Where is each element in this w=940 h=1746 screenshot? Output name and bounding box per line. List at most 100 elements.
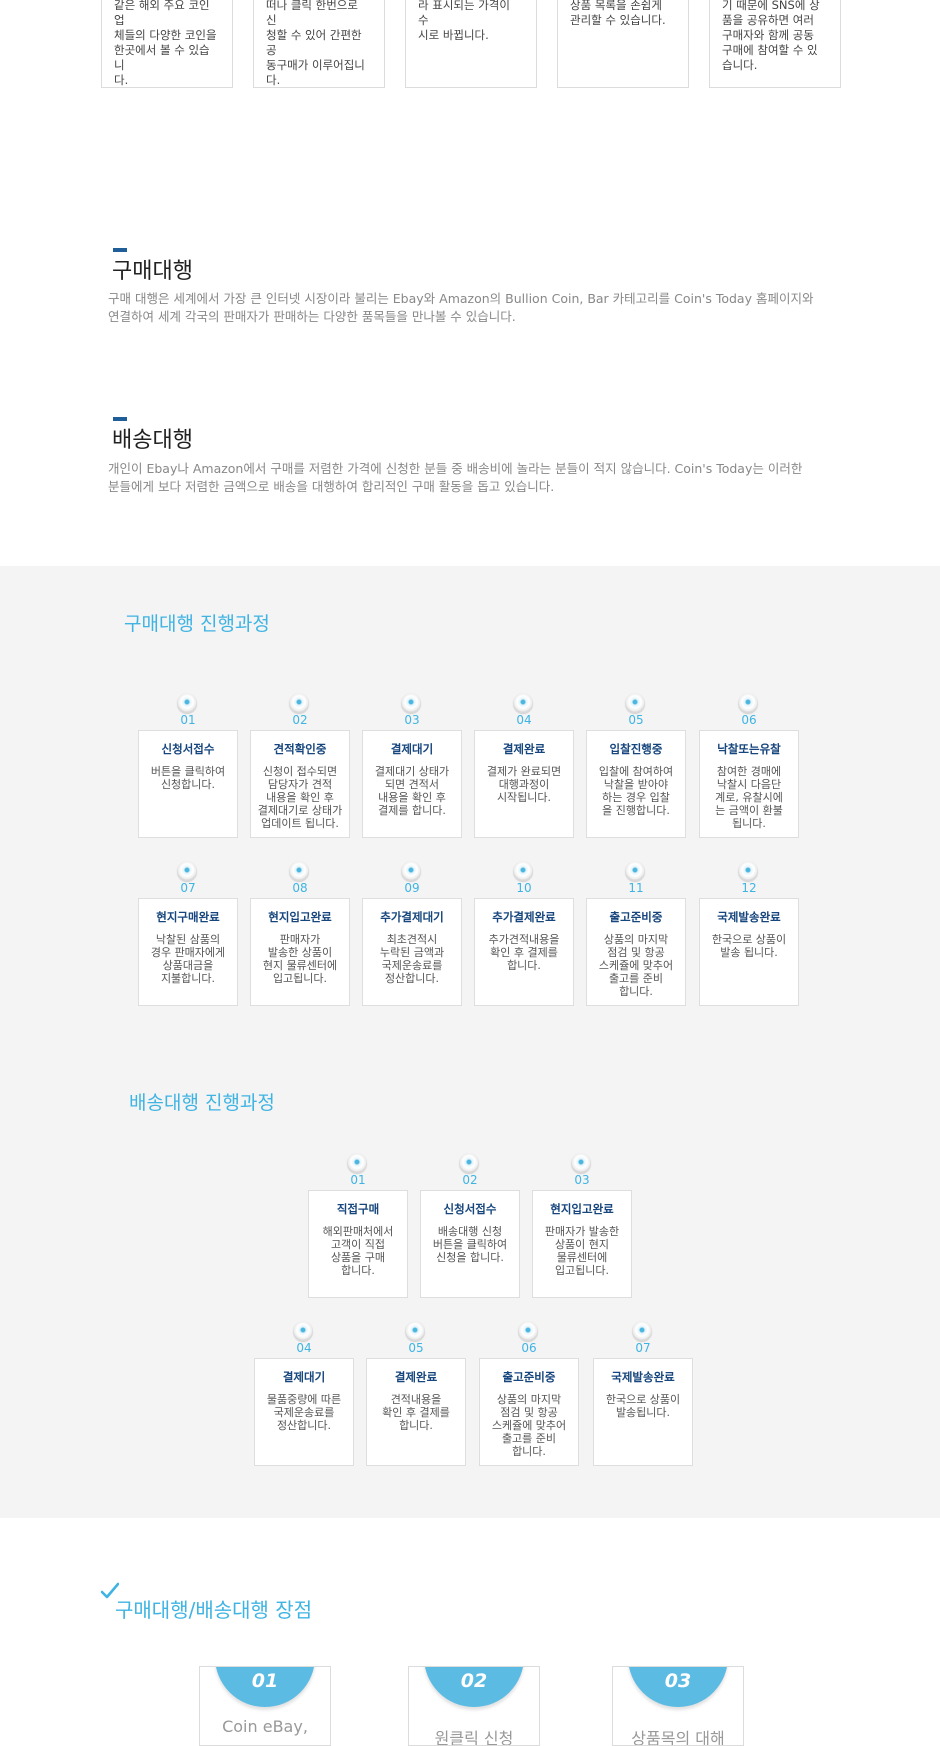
step-marker-icon	[401, 693, 421, 713]
step-title: 현지구매완료	[156, 910, 220, 924]
step-marker-icon	[347, 1153, 367, 1173]
step-description-line: 업데이트 됩니다.	[261, 817, 339, 830]
step-description-line: 됩니다.	[732, 817, 766, 830]
step-description-line: 출고를 준비	[608, 972, 664, 985]
step-description: 최초견적시 누락된 금액과 국제운송료를 정산합니다.	[369, 933, 455, 985]
advantage-number: 03	[664, 1670, 692, 1692]
step-card: 입찰진행중 입찰에 참여하여 낙찰을 받아야 하는 경우 입찰 을 진행합니다.	[586, 730, 686, 838]
feature-card: 라 표시되는 가격이 수 시로 바뀝니다.	[405, 0, 537, 88]
step-description-line: 는 금액이 환불	[715, 804, 783, 817]
step-number: 07	[635, 1341, 651, 1355]
feature-card-text-line: 구매자와 함께 공동	[722, 28, 814, 42]
step-description-line: 시작됩니다.	[496, 791, 552, 804]
step-description-line: 결제가 완료되면	[486, 765, 562, 778]
checkmark-icon	[101, 1582, 119, 1599]
step-description-line: 상품의 마지막	[496, 1393, 562, 1406]
step-description-line: 버튼을 클릭하여	[432, 1238, 508, 1251]
step-description-line: 내용을 확인 후	[266, 791, 334, 804]
step-description: 판매자가 발송한 상품이 현지 물류센터에 입고됩니다.	[257, 933, 343, 985]
step-number: 07	[180, 881, 196, 895]
step-description-line: 상품대금을	[162, 959, 214, 972]
purchase-agency-title: 구매대행	[112, 259, 193, 284]
step-card: 결제대기 결제대기 상태가 되면 견적서 내용을 확인 후 결제를 합니다.	[362, 730, 462, 838]
step-title: 결제완료	[394, 1370, 438, 1384]
step-description-line: 상품의 마지막	[603, 933, 669, 946]
step-description-line: 한국으로 상품이	[605, 1393, 681, 1406]
process-section-background	[0, 566, 940, 1518]
step-title: 신청서접수	[161, 742, 215, 756]
advantage-card: 02 원클릭 신청	[408, 1666, 540, 1746]
step-marker-icon	[518, 1321, 538, 1341]
step-description: 낙찰된 삼품의 경우 판매자에게 상품대금을 지불합니다.	[145, 933, 231, 985]
advantage-number-badge: 02	[424, 1667, 524, 1707]
feature-card-text-line: 청할 수 있어 간편한 공	[266, 28, 362, 57]
step-description-line: 버튼을 클릭하여	[150, 765, 226, 778]
step-title: 견적확인중	[273, 742, 327, 756]
step-description: 신청이 접수되면 담당자가 견적 내용을 확인 후 결제대기로 상태가 업데이트 됩니다…	[257, 765, 343, 830]
feature-card-text-line: 기 때문에 SNS에 상	[722, 0, 820, 12]
step-description-line: 점검 및 항공	[500, 1406, 558, 1419]
step-description-line: 최초견적시	[386, 933, 438, 946]
step-description-line: 발송한 상품이	[267, 946, 333, 959]
section-accent-bar	[113, 248, 127, 252]
step-marker-icon	[513, 861, 533, 881]
step-description-line: 한국으로 상품이	[711, 933, 787, 946]
step-description-line: 고객이 직접	[330, 1238, 386, 1251]
step-description-line: 정산합니다.	[276, 1419, 332, 1432]
feature-card-text-line: 시로 바뀝니다.	[418, 28, 489, 42]
step-description-line: 입찰에 참여하여	[598, 765, 674, 778]
step-marker-icon	[177, 861, 197, 881]
step-description-line: 물류센터에	[556, 1251, 608, 1264]
purchase-agency-description: 구매 대행은 세계에서 가장 큰 인터넷 시장이라 불리는 Ebay와 Amaz…	[108, 291, 814, 324]
feature-card-text-line: 라 표시되는 가격이 수	[418, 0, 510, 27]
feature-card-text-line: 품을 공유하면 여러	[722, 13, 814, 27]
step-title: 현지입고완료	[550, 1202, 614, 1216]
advantage-number-badge: 03	[628, 1667, 728, 1707]
step-card: 신청서접수 배송대행 신청 버튼을 클릭하여 신청을 합니다.	[420, 1190, 520, 1298]
purchase-process-title: 구매대행 진행과정	[124, 613, 270, 635]
feature-card-text-line: 다.	[114, 73, 129, 87]
step-description: 물품중량에 따른 국제운송료를 정산합니다.	[261, 1393, 347, 1432]
feature-card: 기 때문에 SNS에 상 품을 공유하면 여러 구매자와 함께 공동 구매에 참여할 …	[709, 0, 841, 88]
step-description-line: 합니다.	[619, 985, 653, 998]
step-marker-icon	[632, 1321, 652, 1341]
advantage-number: 02	[460, 1670, 488, 1692]
step-description-line: 결제를 합니다.	[378, 804, 446, 817]
step-description-line: 신청을 합니다.	[436, 1251, 504, 1264]
step-description-line: 배송대행 신청	[437, 1225, 503, 1238]
feature-card-text-line: 습니다.	[722, 58, 758, 72]
step-description: 해외판매처에서 고객이 직접 상품을 구매 합니다.	[315, 1225, 401, 1277]
advantage-text: Coin eBay,	[222, 1717, 308, 1736]
step-marker-icon	[401, 861, 421, 881]
step-title: 낙찰또는유찰	[717, 742, 781, 756]
step-number: 01	[180, 713, 196, 727]
step-card: 현지입고완료 판매자가 발송한 상품이 현지 물류센터에 입고됩니다.	[250, 898, 350, 1006]
feature-card-text-line: 다.	[266, 73, 281, 87]
step-description: 상품의 마지막 점검 및 항공 스케쥴에 맞추어 출고를 준비 합니다.	[593, 933, 679, 998]
advantage-number-badge: 01	[215, 1667, 315, 1707]
advantage-card: 03 상품목의 대해	[612, 1666, 744, 1746]
step-description: 추가견적내용을 확인 후 결제를 합니다.	[481, 933, 567, 972]
step-description-line: 결제대기 상태가	[374, 765, 450, 778]
step-description-line: 확인 후 결제를	[490, 946, 558, 959]
step-description-line: 상품을 구매	[330, 1251, 386, 1264]
advantage-number: 01	[251, 1670, 279, 1692]
feature-card-text-line: 떠나 클릭 한번으로 신	[266, 0, 358, 27]
step-number: 01	[350, 1173, 366, 1187]
step-marker-icon	[405, 1321, 425, 1341]
step-title: 출고준비중	[609, 910, 663, 924]
step-marker-icon	[513, 693, 533, 713]
step-title: 입찰진행중	[609, 742, 663, 756]
step-number: 11	[628, 881, 644, 895]
step-description: 참여한 경매에 낙찰시 다음단 계로, 유찰시에 는 금액이 환불 됩니다.	[706, 765, 792, 830]
feature-card-text-line: 같은 해외 주요 코인업	[114, 0, 210, 27]
step-description-line: 입고됩니다.	[554, 1264, 610, 1277]
step-description-line: 내용을 확인 후	[378, 791, 446, 804]
step-description-line: 합니다.	[399, 1419, 433, 1432]
step-description-line: 신청합니다.	[160, 778, 216, 791]
feature-card-text-line: 동구매가 이루어집니	[266, 58, 365, 72]
